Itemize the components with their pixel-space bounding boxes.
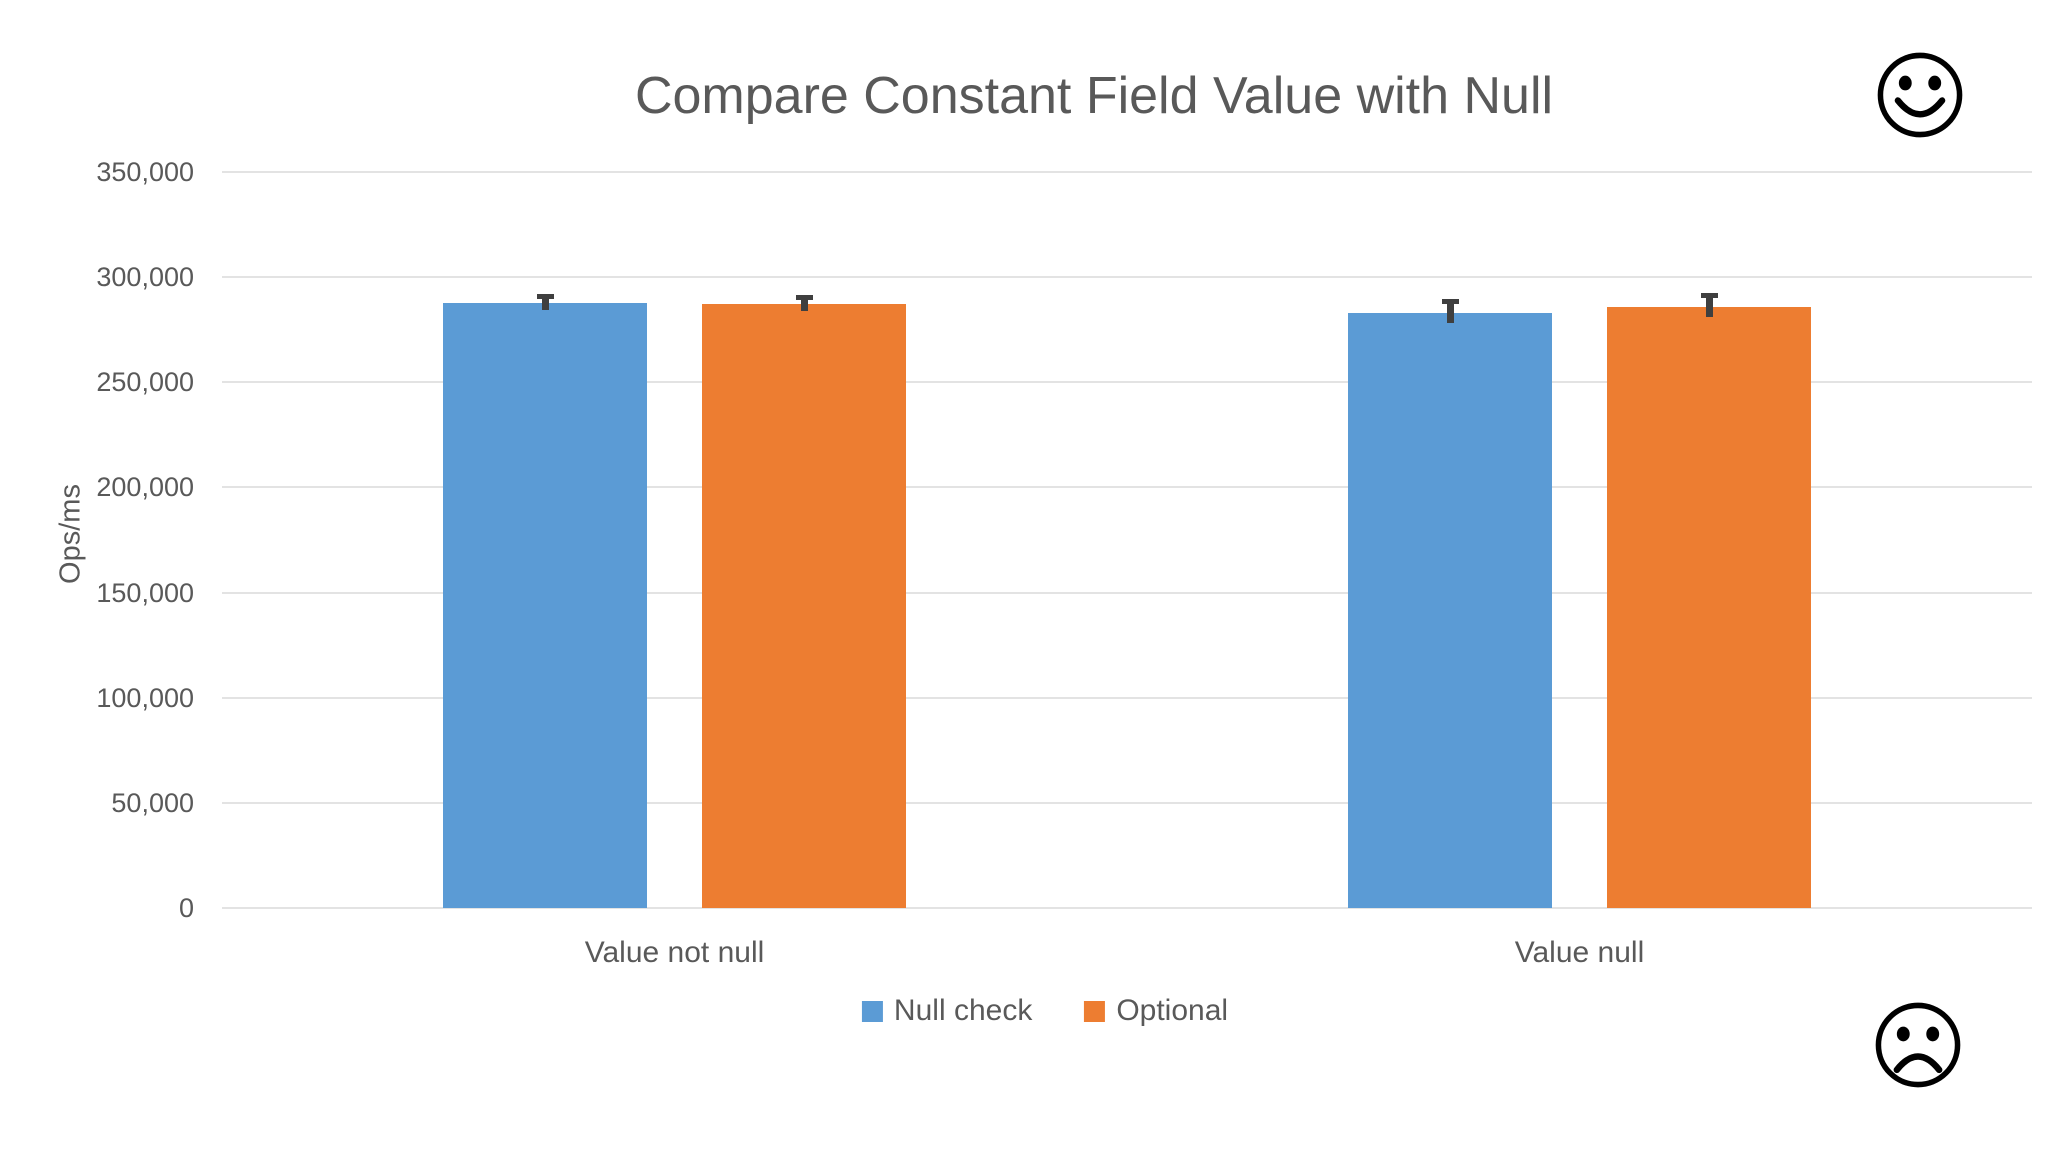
y-tick-label-50000: 50,000 <box>111 787 194 818</box>
y-tick-label-350000: 350,000 <box>96 157 194 187</box>
gridline-100000 <box>222 696 2032 699</box>
y-tick-label-0: 0 <box>178 893 194 923</box>
legend-swatch-optional <box>1084 1000 1106 1022</box>
category-label-value-not-null: Value not null <box>584 936 765 969</box>
y-tick-label-200000: 200,000 <box>96 472 194 503</box>
chart-legend: Null check Optional <box>861 994 1228 1028</box>
legend-label-optional: Optional <box>1116 994 1229 1027</box>
smiley-face-icon <box>1877 52 1963 138</box>
gridline-250000 <box>222 381 2032 384</box>
error-bar-stem-null-check-value-null <box>1446 302 1454 324</box>
y-tick-label-100000: 100,000 <box>96 682 194 713</box>
bar-null-check-value-null <box>1348 312 1552 908</box>
bar-optional-value-null <box>1607 306 1811 908</box>
y-tick-label-150000: 150,000 <box>96 577 194 608</box>
legend-item-null-check: Null check <box>861 994 1033 1028</box>
y-tick-label-300000: 300,000 <box>96 262 194 293</box>
gridline-150000 <box>222 591 2032 594</box>
gridline-350000 <box>222 171 2032 173</box>
gridline-0 <box>222 907 2032 909</box>
error-bar-cap-null-check-value-not-null <box>536 294 554 300</box>
bar-optional-value-not-null <box>702 304 906 908</box>
gridline-50000 <box>222 801 2032 804</box>
error-bar-stem-optional-value-not-null <box>800 298 808 311</box>
gridline-300000 <box>222 276 2032 279</box>
legend-item-optional: Optional <box>1084 994 1228 1028</box>
error-bar-stem-optional-value-null <box>1705 296 1713 318</box>
error-bar-cap-optional-value-null <box>1700 293 1718 299</box>
error-bar-cap-optional-value-not-null <box>795 295 813 301</box>
chart-title: Compare Constant Field Value with Null <box>634 67 1554 125</box>
y-tick-label-250000: 250,000 <box>96 367 194 398</box>
error-bar-cap-null-check-value-null <box>1441 299 1459 305</box>
category-label-value-null: Value null <box>1514 936 1645 969</box>
bar-null-check-value-not-null <box>443 303 647 908</box>
sad-face-icon <box>1875 1002 1961 1088</box>
legend-swatch-null-check <box>861 1000 883 1022</box>
error-bar-stem-null-check-value-not-null <box>541 297 549 310</box>
legend-label-null-check: Null check <box>893 994 1033 1027</box>
gridline-200000 <box>222 486 2032 489</box>
